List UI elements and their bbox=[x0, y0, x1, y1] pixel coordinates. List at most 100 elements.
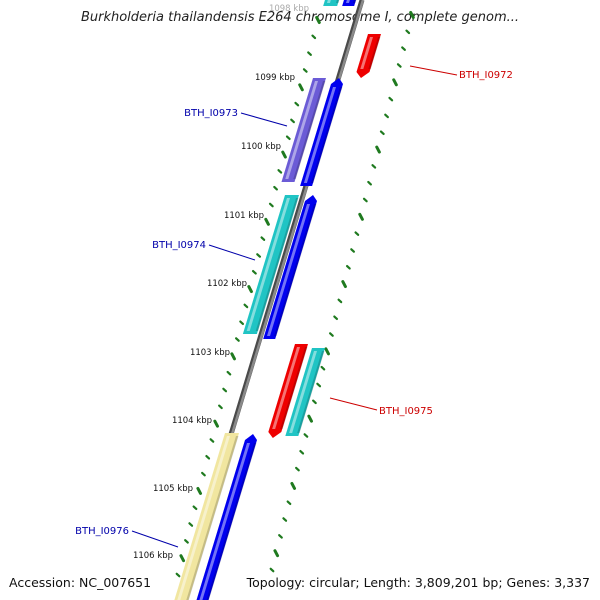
gene-BTH_I0975-arrow[interactable] bbox=[268, 344, 308, 438]
left-rail-tick bbox=[256, 253, 262, 258]
feature-BTH_I0973-purple[interactable] bbox=[281, 78, 326, 182]
right-rail-tick bbox=[333, 315, 339, 321]
gene-BTH_I0976-arrow[interactable] bbox=[193, 434, 257, 600]
left-rail-tick bbox=[201, 471, 206, 477]
feature-BTH_I0976-yellow[interactable] bbox=[171, 433, 239, 600]
right-rail-tick bbox=[324, 347, 330, 356]
left-rail-tick bbox=[184, 539, 189, 544]
gene-label-text: BTH_I0974 bbox=[152, 240, 206, 251]
gene-label-BTH_I0972[interactable]: BTH_I0972 bbox=[409, 65, 513, 81]
right-rail-tick bbox=[345, 264, 351, 270]
left-rail-tick bbox=[302, 68, 308, 73]
right-rail-tick bbox=[290, 481, 297, 490]
left-rail-tick bbox=[234, 337, 240, 342]
left-rail-tick bbox=[294, 101, 300, 107]
right-rail-tick bbox=[392, 78, 398, 87]
right-rail-tick bbox=[405, 29, 411, 35]
leader-line bbox=[131, 530, 179, 548]
right-rail-tick bbox=[358, 212, 364, 221]
left-rail-tick bbox=[188, 522, 194, 527]
gene-label-BTH_I0973[interactable]: BTH_I0973 bbox=[184, 108, 288, 127]
right-rail-tick bbox=[362, 197, 368, 203]
right-rail-tick bbox=[269, 567, 275, 573]
gene-label-text: BTH_I0975 bbox=[379, 406, 433, 417]
scale-labels: 1098 kbp 1099 kbp 1100 kbp 1101 kbp 1102 kbp… bbox=[133, 4, 309, 561]
right-rail-tick bbox=[286, 500, 292, 506]
right-rail-tick bbox=[341, 280, 347, 289]
right-rail-tick bbox=[409, 11, 415, 19]
right-rail-tick bbox=[337, 298, 343, 304]
left-rail-tick bbox=[213, 419, 219, 428]
gene-BTH_I0972-arrow[interactable] bbox=[356, 34, 381, 78]
left-rail-tick bbox=[209, 438, 215, 443]
left-rail-tick bbox=[175, 572, 181, 578]
scale-label: 1104 kbp bbox=[172, 416, 212, 426]
left-rail-tick bbox=[290, 118, 295, 124]
right-rail-tick bbox=[367, 180, 372, 186]
left-rail-tick bbox=[196, 486, 203, 495]
gene-label-text: BTH_I0976 bbox=[75, 526, 129, 537]
tick-marks bbox=[175, 11, 415, 578]
feature-BTH_I0975-cyan[interactable] bbox=[285, 348, 325, 436]
left-rail-tick bbox=[222, 387, 228, 393]
gene-label-text: BTH_I0972 bbox=[459, 70, 513, 81]
leader-line bbox=[208, 244, 256, 261]
gene-forward-top[interactable] bbox=[342, 0, 359, 6]
right-rail-tick bbox=[312, 399, 317, 405]
leader-line bbox=[329, 397, 378, 411]
gene-label-text: BTH_I0973 bbox=[184, 108, 238, 119]
right-rail-tick bbox=[379, 130, 385, 136]
right-rail-tick bbox=[371, 164, 377, 169]
right-rail-tick bbox=[307, 414, 313, 423]
gene-BTH_I0973-arrow[interactable] bbox=[300, 78, 343, 186]
left-rail-tick bbox=[192, 505, 198, 511]
left-rail-tick bbox=[239, 320, 245, 326]
scale-label: 1103 kbp bbox=[190, 348, 230, 358]
left-rail-tick bbox=[315, 16, 321, 24]
right-rail-tick bbox=[396, 63, 402, 68]
right-rail-tick bbox=[273, 549, 280, 558]
right-rail-tick bbox=[375, 145, 381, 154]
feature-BTH_I0974-cyan[interactable] bbox=[242, 195, 299, 334]
gene-features bbox=[171, 0, 381, 600]
left-rail-tick bbox=[298, 83, 304, 92]
left-rail-tick bbox=[226, 370, 232, 376]
right-rail-tick bbox=[299, 449, 305, 455]
gene-label-BTH_I0976[interactable]: BTH_I0976 bbox=[75, 526, 179, 548]
scale-label: 1105 kbp bbox=[153, 484, 193, 494]
gene-label-BTH_I0975[interactable]: BTH_I0975 bbox=[329, 397, 433, 417]
right-rail-tick bbox=[320, 365, 326, 371]
right-rail-tick bbox=[278, 534, 283, 539]
leader-line bbox=[240, 112, 288, 127]
scale-label: 1099 kbp bbox=[255, 73, 295, 83]
scale-label: 1106 kbp bbox=[133, 551, 173, 561]
left-rail-tick bbox=[277, 169, 283, 174]
gene-label-BTH_I0974[interactable]: BTH_I0974 bbox=[152, 240, 256, 261]
left-rail-tick bbox=[247, 285, 253, 294]
scale-label: 1102 kbp bbox=[207, 279, 247, 289]
leader-line bbox=[409, 65, 458, 76]
left-rail-tick bbox=[243, 303, 249, 309]
gene-BTH_I0974-arrow[interactable] bbox=[263, 195, 317, 339]
right-rail-tick bbox=[354, 231, 360, 236]
right-rail-tick bbox=[295, 466, 300, 472]
left-rail-tick bbox=[264, 217, 270, 226]
right-rail-tick bbox=[350, 248, 356, 253]
left-rail-tick bbox=[311, 34, 317, 40]
left-rail-tick bbox=[205, 454, 211, 460]
left-rail-tick bbox=[268, 202, 274, 208]
left-rail-tick bbox=[218, 404, 223, 410]
right-rail-tick bbox=[328, 332, 334, 337]
right-rail-tick bbox=[282, 517, 288, 522]
left-rail-tick bbox=[251, 269, 257, 275]
left-rail-tick bbox=[307, 51, 312, 56]
left-rail-tick bbox=[273, 185, 278, 191]
scale-label: 1098 kbp bbox=[269, 4, 309, 14]
right-rail-tick bbox=[303, 433, 309, 438]
accession-text: Accession: NC_007651 bbox=[9, 575, 152, 590]
feature-cyan-top[interactable] bbox=[323, 0, 342, 6]
right-rail-tick bbox=[388, 96, 394, 102]
left-rail-tick bbox=[260, 236, 266, 241]
right-rail-tick bbox=[384, 113, 389, 119]
